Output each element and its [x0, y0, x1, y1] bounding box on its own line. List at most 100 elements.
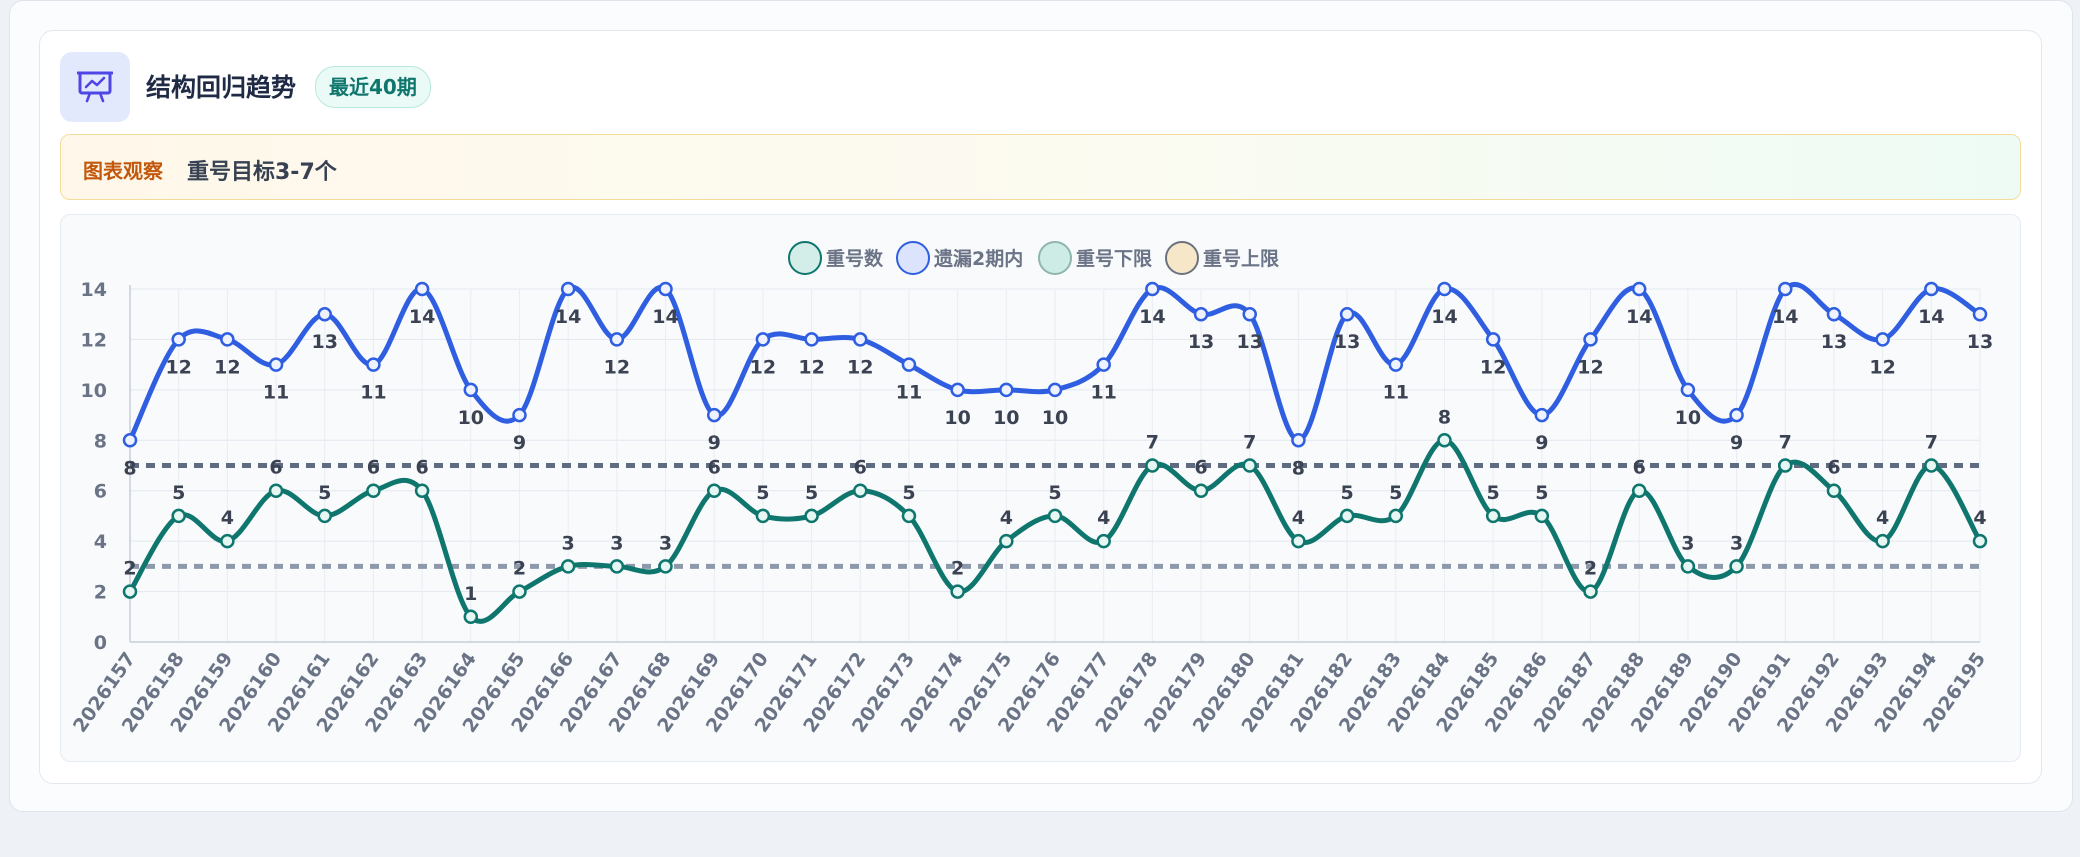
repeat-data-label: 6 — [367, 457, 380, 479]
repeat-data-label: 7 — [1925, 432, 1938, 454]
missing-point — [1485, 332, 1501, 347]
repeat-data-label: 8 — [1438, 406, 1451, 428]
missing-point — [1193, 306, 1209, 322]
missing-point — [268, 357, 284, 372]
missing-data-label: 11 — [896, 382, 922, 404]
missing-point — [220, 332, 235, 347]
missing-point — [609, 332, 625, 347]
missing-point — [1437, 281, 1452, 297]
y-tick-label: 14 — [81, 279, 107, 301]
missing-data-label: 9 — [1535, 432, 1548, 454]
repeat-point — [1485, 508, 1501, 524]
repeat-data-label: 3 — [562, 532, 575, 554]
y-tick-label: 8 — [94, 430, 107, 452]
y-tick-label: 10 — [81, 380, 107, 402]
repeat-point — [804, 508, 819, 524]
repeat-point — [999, 533, 1014, 549]
repeat-point — [658, 559, 673, 574]
missing-data-label: 14 — [1626, 306, 1652, 328]
repeat-point — [1388, 508, 1404, 524]
repeat-point — [1096, 533, 1111, 549]
missing-data-label: 12 — [1577, 356, 1603, 378]
missing-data-label: 12 — [165, 356, 191, 378]
missing-data-label: 14 — [555, 306, 581, 328]
repeat-data-label: 4 — [1097, 507, 1110, 529]
missing-data-label: 12 — [1869, 356, 1895, 378]
repeat-data-label: 4 — [1973, 507, 1986, 529]
missing-data-label: 13 — [1188, 331, 1214, 353]
missing-point — [1047, 382, 1063, 398]
missing-data-label: 12 — [798, 356, 824, 378]
repeat-point — [1047, 508, 1063, 524]
missing-data-label: 14 — [1918, 306, 1944, 328]
repeat-point — [1924, 458, 1939, 473]
repeat-point — [609, 559, 625, 574]
y-tick-label: 0 — [94, 632, 107, 654]
repeat-point — [1583, 584, 1598, 599]
repeat-data-label: 6 — [708, 457, 721, 479]
repeat-point — [414, 483, 430, 498]
repeat-point — [706, 483, 722, 498]
repeat-point — [560, 559, 576, 574]
observation-text: 重号目标3-7个 — [187, 160, 337, 185]
repeat-data-label: 6 — [854, 457, 867, 479]
missing-point — [804, 332, 819, 347]
legend-marker — [1038, 241, 1072, 275]
y-tick-label: 6 — [94, 481, 107, 503]
repeat-point — [171, 508, 186, 524]
legend-label: 重号数 — [826, 247, 884, 270]
missing-data-label: 8 — [1292, 457, 1305, 479]
missing-data-label: 12 — [1480, 356, 1506, 378]
period-badge: 最近40期 — [315, 66, 431, 108]
repeat-point — [1437, 433, 1452, 448]
repeat-data-label: 2 — [123, 558, 136, 580]
missing-data-label: 11 — [263, 382, 289, 404]
repeat-data-label: 5 — [1340, 482, 1353, 504]
missing-point — [414, 281, 430, 297]
repeat-point — [1875, 533, 1890, 549]
repeat-point — [122, 584, 138, 599]
missing-point — [1826, 306, 1842, 322]
missing-data-label: 13 — [1237, 331, 1263, 353]
missing-point — [560, 281, 576, 297]
missing-data-label: 11 — [360, 382, 386, 404]
missing-point — [122, 433, 138, 448]
legend-label: 遗漏2期内 — [933, 247, 1023, 270]
repeat-data-label: 4 — [1000, 507, 1013, 529]
legend-marker — [896, 241, 930, 275]
repeat-data-label: 6 — [269, 457, 282, 479]
observation-label: 图表观察 — [83, 159, 163, 183]
missing-data-label: 12 — [214, 356, 240, 378]
repeat-point — [220, 533, 235, 549]
missing-point — [1680, 382, 1696, 398]
missing-data-label: 13 — [1821, 331, 1847, 353]
repeat-data-label: 5 — [1535, 482, 1548, 504]
missing-point — [1729, 407, 1744, 423]
missing-point — [1972, 306, 1988, 322]
repeat-point — [1680, 559, 1696, 574]
missing-point — [755, 332, 771, 347]
repeat-data-label: 3 — [1730, 532, 1743, 554]
repeat-data-label: 4 — [1876, 507, 1889, 529]
missing-data-label: 14 — [409, 306, 435, 328]
missing-point — [999, 382, 1014, 398]
repeat-data-label: 7 — [1146, 432, 1159, 454]
repeat-point — [901, 508, 917, 524]
missing-point — [1534, 407, 1550, 423]
repeat-data-label: 6 — [415, 457, 428, 479]
repeat-data-label: 5 — [318, 482, 331, 504]
y-tick-label: 2 — [94, 582, 107, 604]
repeat-point — [1242, 458, 1257, 473]
missing-data-label: 8 — [123, 457, 136, 479]
repeat-data-label: 5 — [805, 482, 818, 504]
repeat-data-label: 6 — [1194, 457, 1207, 479]
missing-data-label: 14 — [1772, 306, 1798, 328]
repeat-data-label: 4 — [1292, 507, 1305, 529]
missing-data-label: 14 — [1431, 306, 1457, 328]
missing-point — [171, 332, 186, 347]
repeat-data-label: 2 — [951, 558, 964, 580]
missing-point — [463, 382, 479, 398]
legend-marker — [788, 241, 822, 275]
observation-banner: 图表观察 重号目标3-7个 — [60, 134, 2021, 200]
repeat-data-label: 1 — [464, 583, 477, 605]
